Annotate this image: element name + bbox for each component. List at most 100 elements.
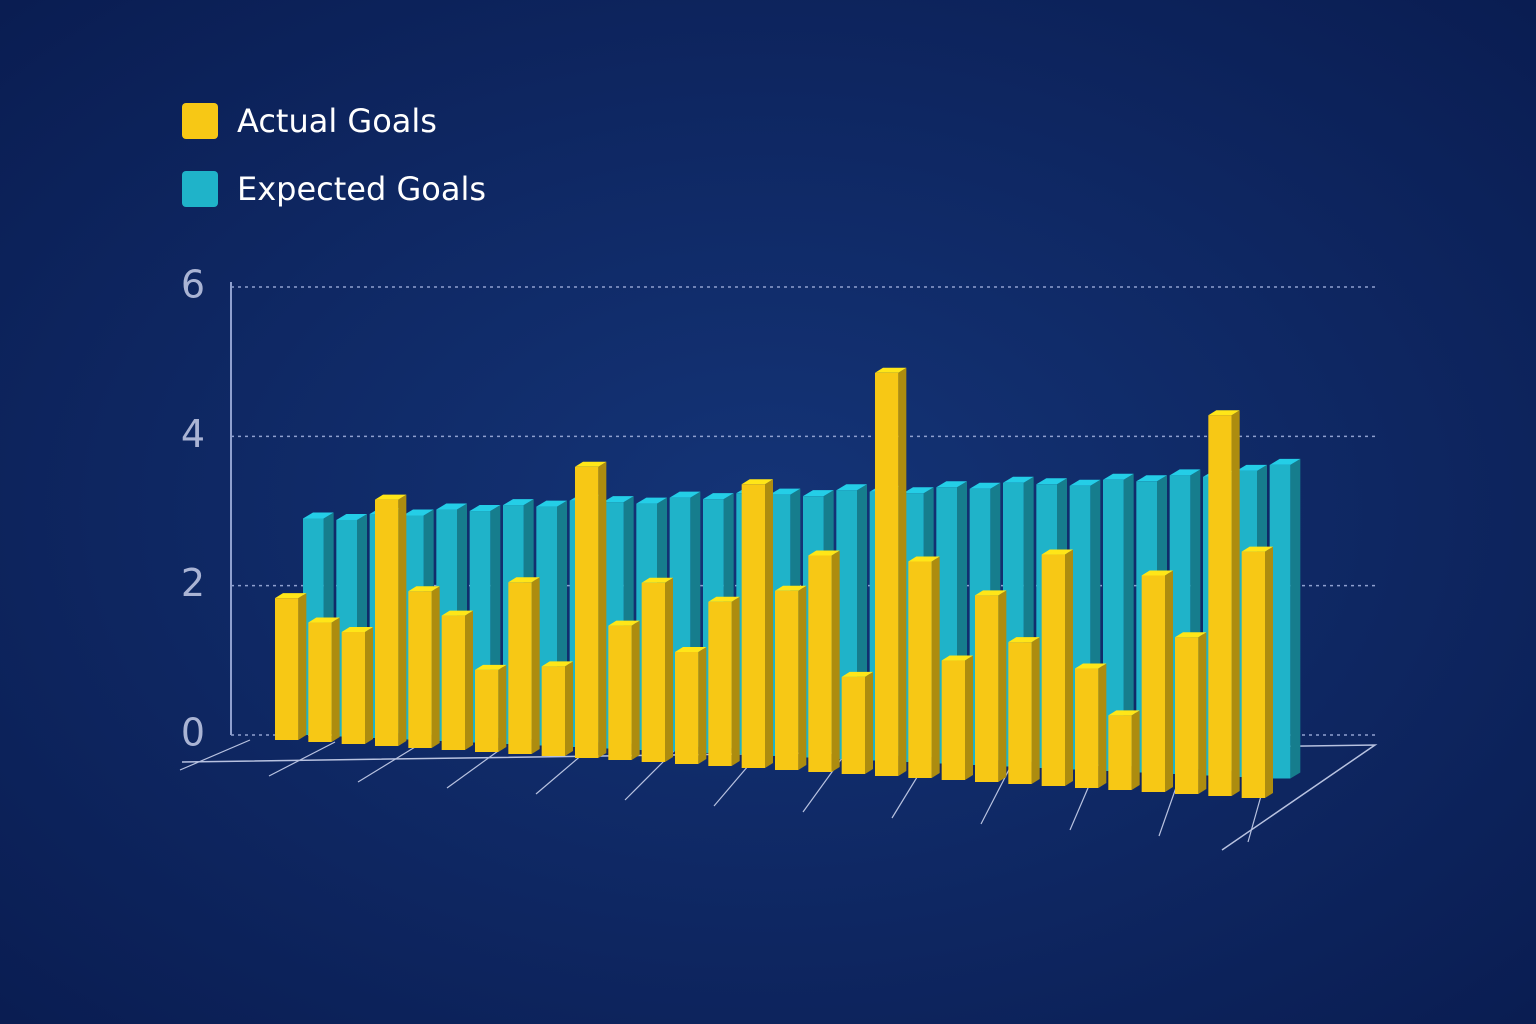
bar-top — [1208, 410, 1240, 416]
bar-side — [731, 596, 740, 766]
bar-top — [308, 617, 340, 623]
bar — [1008, 642, 1032, 784]
bar — [875, 372, 899, 776]
bar-top — [1141, 570, 1173, 576]
legend-label: Expected Goals — [237, 170, 486, 208]
bar-side — [865, 671, 873, 774]
bar-top — [708, 596, 740, 602]
bar — [775, 590, 799, 770]
bar-side — [898, 367, 907, 776]
bar-side — [998, 590, 1007, 782]
bar — [808, 555, 832, 772]
bar-top — [775, 585, 807, 591]
bar — [841, 676, 865, 774]
bar-top — [1075, 663, 1107, 669]
bar-side — [1231, 410, 1240, 796]
bar-top — [1236, 464, 1267, 471]
bar — [475, 669, 499, 752]
bar-top — [1041, 549, 1073, 555]
bar — [675, 652, 699, 764]
bar-top — [1241, 546, 1273, 552]
bar-side — [598, 461, 607, 758]
bar-top — [303, 512, 334, 519]
bar-side — [931, 556, 940, 778]
bar-side — [765, 479, 773, 768]
bar — [1103, 479, 1124, 771]
bar-top — [1008, 637, 1040, 643]
bar-top — [403, 509, 434, 516]
bar-top — [636, 497, 667, 504]
bar — [975, 595, 999, 782]
bar-side — [331, 617, 340, 742]
bar-top — [608, 620, 640, 626]
bar — [708, 601, 732, 766]
legend-swatch — [182, 103, 218, 139]
bar-side — [1031, 637, 1040, 784]
bar-side — [1123, 473, 1134, 771]
bar — [1075, 668, 1099, 788]
bar — [541, 666, 565, 756]
bar-side — [1131, 710, 1140, 790]
bar-top — [575, 461, 607, 467]
bar-top — [336, 513, 367, 520]
bar-top — [275, 593, 307, 599]
bar-top — [603, 496, 634, 503]
bar-top — [475, 664, 507, 670]
bar-top — [941, 655, 973, 661]
bar-side — [1065, 549, 1073, 786]
bar — [1175, 637, 1199, 794]
y-tick-label: 2 — [181, 561, 205, 605]
bar-top — [341, 627, 373, 632]
bar-side — [698, 647, 707, 764]
bar — [941, 660, 965, 780]
bar-top — [1169, 469, 1201, 476]
bar-top — [769, 488, 801, 495]
bar-top — [503, 499, 534, 506]
bar-side — [498, 664, 507, 752]
bar-top — [836, 484, 867, 491]
bar-side — [1290, 458, 1301, 779]
bar — [1241, 551, 1265, 798]
bar-top — [641, 577, 673, 583]
bar-top — [841, 671, 873, 677]
bar-top — [408, 586, 440, 592]
bar-top — [1103, 473, 1134, 480]
bar-side — [298, 593, 307, 740]
bar — [1208, 415, 1232, 796]
y-tick-label: 0 — [181, 711, 205, 755]
bar-top — [541, 661, 573, 667]
y-tick-label: 4 — [181, 412, 205, 456]
bar-top — [1003, 476, 1034, 483]
bar-top — [1175, 632, 1207, 638]
bar — [608, 625, 632, 760]
bar-top — [703, 493, 734, 500]
bar-top — [903, 487, 934, 494]
bar-top — [803, 490, 834, 497]
bar — [908, 561, 932, 778]
bar-top — [375, 494, 407, 500]
bar-top — [536, 500, 567, 507]
bar-side — [531, 577, 540, 754]
bar — [1269, 464, 1291, 779]
legend-swatch — [182, 171, 218, 207]
floor-line — [357, 743, 421, 783]
bar-top — [975, 590, 1007, 596]
bar — [741, 484, 765, 768]
bar-top — [875, 367, 907, 373]
bar-side — [631, 620, 640, 760]
floor-line — [179, 739, 251, 771]
bar — [375, 499, 399, 746]
bar-side — [1098, 663, 1107, 788]
bar-top — [808, 550, 840, 556]
bar-top — [969, 482, 1001, 489]
bar — [341, 632, 365, 744]
bar-side — [798, 585, 807, 770]
bar — [275, 598, 299, 740]
bar-top — [441, 610, 473, 616]
bar-side — [965, 655, 973, 780]
bar-top — [1069, 479, 1101, 486]
bar-top — [508, 577, 540, 583]
bar-top — [436, 503, 467, 510]
bar — [641, 582, 665, 762]
bar-side — [1165, 570, 1173, 792]
